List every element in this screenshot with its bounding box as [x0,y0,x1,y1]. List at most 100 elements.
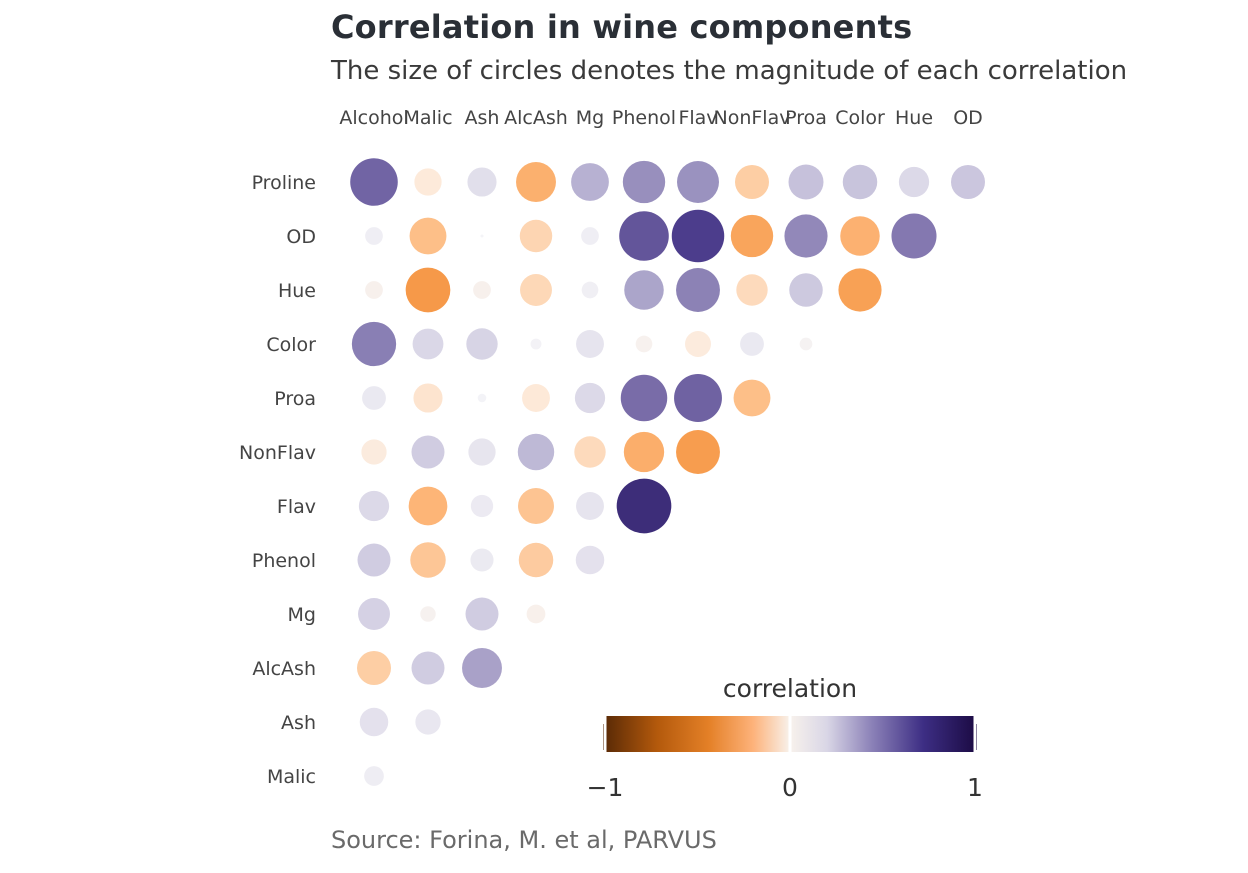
correlation-circle [409,217,447,255]
correlation-circle [517,433,555,471]
correlation-circle [624,270,664,310]
correlation-circle [414,168,442,196]
correlation-circle [473,281,491,299]
column-label: OD [953,107,983,129]
correlation-circle [685,331,711,357]
correlation-circle [520,274,552,306]
correlation-circle [898,166,930,198]
correlation-circle [466,328,498,360]
correlation-circle [412,328,444,360]
row-label: Proline [252,172,316,194]
row-label: NonFlav [239,442,316,464]
correlation-circle [620,374,668,422]
correlation-circle [574,382,606,414]
correlation-circle [574,436,606,468]
correlation-circle [405,267,451,313]
correlation-circle [516,162,556,202]
correlation-circle [840,216,880,256]
correlation-circle [468,438,496,466]
column-label: Ash [465,107,500,129]
correlation-circle [799,337,813,351]
correlation-circle [575,545,605,575]
chart-caption: Source: Forina, M. et al, PARVUS [331,826,717,854]
row-label: Mg [288,604,316,626]
column-label: Alcohol [339,107,408,129]
row-label: Flav [277,496,316,518]
chart-title: Correlation in wine components [331,8,913,46]
chart-subtitle: The size of circles denotes the magnitud… [331,56,1128,86]
correlation-circle [365,281,383,299]
correlation-circle [477,393,487,403]
correlation-circle [364,766,384,786]
correlation-circle [358,598,390,630]
column-label: NonFlav [714,107,791,129]
correlation-circle [467,167,497,197]
correlation-circle [677,161,719,203]
correlation-circle [838,268,882,312]
correlation-circles [350,158,986,786]
row-label: AlcAsh [252,658,316,680]
column-label: Phenol [612,107,676,129]
legend-title: correlation [723,674,857,703]
correlation-circle [671,209,725,263]
correlation-circle [362,386,386,410]
correlation-circle [616,478,672,534]
correlation-circle [365,227,383,245]
correlation-circle [408,486,448,526]
correlation-circle [350,158,398,206]
correlation-circle [576,492,604,520]
row-label: Ash [281,712,316,734]
column-label: Flav [678,107,717,129]
correlation-circle [519,219,553,253]
correlation-circle [522,384,550,412]
column-label: Hue [895,107,933,129]
correlation-circle [480,234,484,238]
row-label: Proa [274,388,316,410]
correlation-circle [635,335,653,353]
legend-tick-label: −1 [587,773,624,802]
correlation-circle [674,374,722,422]
correlation-circle [358,490,390,522]
correlation-circle [676,268,720,312]
correlation-circle [465,597,499,631]
correlation-circle [530,338,542,350]
correlation-circle [676,430,720,474]
correlation-circle [730,214,774,258]
correlation-circle [356,650,392,686]
correlation-circle [470,548,494,572]
correlation-circle [361,439,387,465]
correlation-circle [789,273,823,307]
correlation-circle [784,214,828,258]
legend-tick-label: 0 [782,773,798,802]
correlation-circle [581,281,599,299]
correlation-circle [623,431,665,473]
row-label: Hue [278,280,316,302]
correlation-circle [518,542,554,578]
column-label: Mg [576,107,604,129]
correlation-circle [526,604,546,624]
correlation-circle [470,494,494,518]
correlation-circle [622,160,666,204]
row-label: OD [286,226,316,248]
row-label: Color [266,334,316,356]
correlation-circle [420,606,436,622]
correlation-circle [518,488,554,524]
correlation-circle [571,163,609,201]
correlation-circle [359,707,389,737]
row-labels: Proline OD Hue Color Proa NonFlav Flav Phenol Mg… [239,172,316,788]
correlation-circle [462,648,502,688]
correlation-circle [357,543,391,577]
correlation-circle [891,213,937,259]
correlation-circle [411,435,445,469]
column-label: Malic [403,107,452,129]
correlation-circle [788,164,824,200]
correlation-circle [736,274,768,306]
correlation-circle [734,164,770,200]
legend: correlation −1 0 1 [587,674,983,802]
correlation-circle [950,164,986,200]
column-label: Proa [785,107,827,129]
correlation-circle [351,321,397,367]
column-label: AlcAsh [504,107,568,129]
